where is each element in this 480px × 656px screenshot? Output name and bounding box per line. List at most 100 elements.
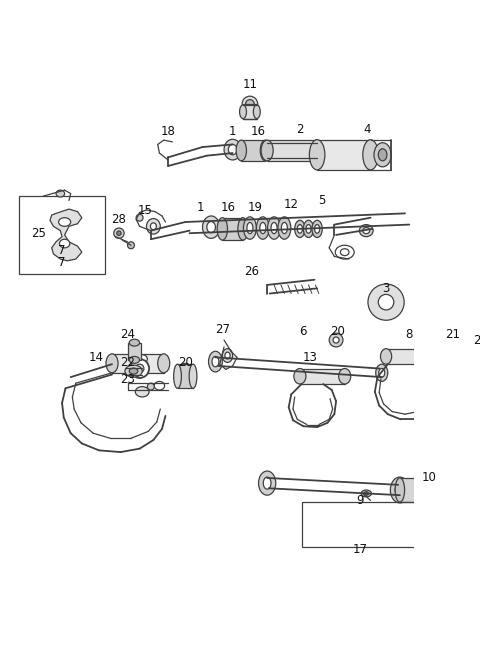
Text: 10: 10	[422, 472, 437, 484]
Ellipse shape	[364, 492, 368, 495]
Ellipse shape	[136, 215, 143, 221]
Ellipse shape	[207, 222, 216, 233]
Ellipse shape	[310, 140, 325, 170]
Text: 13: 13	[303, 351, 318, 364]
Bar	[243, 104, 257, 119]
Text: 6: 6	[300, 325, 307, 338]
Bar	[400, 478, 424, 502]
Ellipse shape	[381, 349, 392, 364]
Ellipse shape	[378, 149, 387, 161]
Text: 16: 16	[251, 125, 266, 138]
Ellipse shape	[374, 143, 391, 167]
Ellipse shape	[256, 217, 269, 239]
Text: 26: 26	[244, 264, 259, 277]
Bar	[301, 502, 427, 547]
Ellipse shape	[158, 354, 170, 373]
Ellipse shape	[379, 369, 385, 377]
Ellipse shape	[335, 245, 354, 259]
Ellipse shape	[236, 140, 246, 161]
Text: 7: 7	[58, 244, 66, 257]
Ellipse shape	[243, 217, 256, 239]
Ellipse shape	[129, 356, 140, 363]
Ellipse shape	[278, 217, 291, 239]
Ellipse shape	[242, 96, 258, 112]
Ellipse shape	[224, 139, 241, 160]
Ellipse shape	[146, 218, 160, 234]
Ellipse shape	[329, 333, 343, 347]
Ellipse shape	[189, 364, 197, 388]
Text: 4: 4	[363, 123, 371, 136]
Ellipse shape	[217, 218, 228, 240]
Text: 7: 7	[58, 256, 66, 269]
Text: 15: 15	[137, 204, 152, 217]
Ellipse shape	[297, 224, 302, 233]
Ellipse shape	[267, 217, 280, 239]
Text: 24: 24	[120, 327, 135, 340]
Ellipse shape	[368, 284, 404, 320]
Ellipse shape	[56, 190, 65, 197]
Ellipse shape	[314, 224, 320, 233]
Text: 27: 27	[215, 323, 230, 337]
Ellipse shape	[106, 354, 118, 373]
Ellipse shape	[174, 364, 181, 388]
Bar	[267, 140, 317, 161]
Ellipse shape	[306, 224, 311, 233]
Text: 1: 1	[196, 201, 204, 214]
Ellipse shape	[259, 471, 276, 495]
Text: 9: 9	[357, 494, 364, 507]
Ellipse shape	[130, 359, 149, 378]
Ellipse shape	[360, 224, 373, 237]
Text: 22: 22	[120, 356, 135, 369]
Ellipse shape	[129, 339, 140, 346]
Text: 20: 20	[178, 356, 192, 369]
Bar	[300, 369, 345, 384]
Ellipse shape	[137, 355, 147, 363]
Bar	[178, 364, 193, 388]
Ellipse shape	[240, 105, 246, 119]
Ellipse shape	[340, 249, 349, 256]
Ellipse shape	[260, 140, 271, 161]
Text: 2: 2	[296, 123, 304, 136]
Text: 8: 8	[406, 327, 413, 340]
Ellipse shape	[390, 477, 409, 503]
Ellipse shape	[295, 220, 305, 237]
Ellipse shape	[363, 140, 378, 170]
Ellipse shape	[246, 100, 254, 108]
Ellipse shape	[260, 222, 266, 234]
Ellipse shape	[363, 228, 370, 234]
Ellipse shape	[333, 337, 339, 343]
Ellipse shape	[339, 369, 351, 384]
Bar	[112, 354, 164, 373]
Bar	[19, 196, 105, 274]
Ellipse shape	[150, 223, 156, 230]
Ellipse shape	[125, 365, 142, 377]
Ellipse shape	[475, 348, 480, 360]
Ellipse shape	[59, 218, 71, 226]
Ellipse shape	[208, 351, 222, 372]
Ellipse shape	[247, 222, 253, 234]
Ellipse shape	[203, 216, 220, 238]
Ellipse shape	[128, 242, 134, 249]
Ellipse shape	[376, 364, 388, 381]
Ellipse shape	[135, 386, 149, 397]
Ellipse shape	[478, 351, 480, 356]
Ellipse shape	[253, 105, 260, 119]
Ellipse shape	[395, 483, 405, 497]
Ellipse shape	[181, 369, 189, 381]
Polygon shape	[50, 209, 82, 261]
Ellipse shape	[238, 218, 248, 240]
Ellipse shape	[311, 140, 323, 161]
Ellipse shape	[222, 349, 233, 363]
Ellipse shape	[378, 295, 394, 310]
Text: 1: 1	[229, 125, 237, 138]
Text: 5: 5	[318, 194, 325, 207]
Ellipse shape	[228, 144, 237, 155]
Text: 3: 3	[383, 282, 390, 295]
Ellipse shape	[117, 231, 121, 236]
Ellipse shape	[261, 140, 273, 161]
Ellipse shape	[294, 369, 306, 384]
Ellipse shape	[361, 490, 372, 497]
Bar	[241, 140, 265, 161]
Text: 21: 21	[445, 329, 460, 341]
Bar	[222, 218, 243, 240]
